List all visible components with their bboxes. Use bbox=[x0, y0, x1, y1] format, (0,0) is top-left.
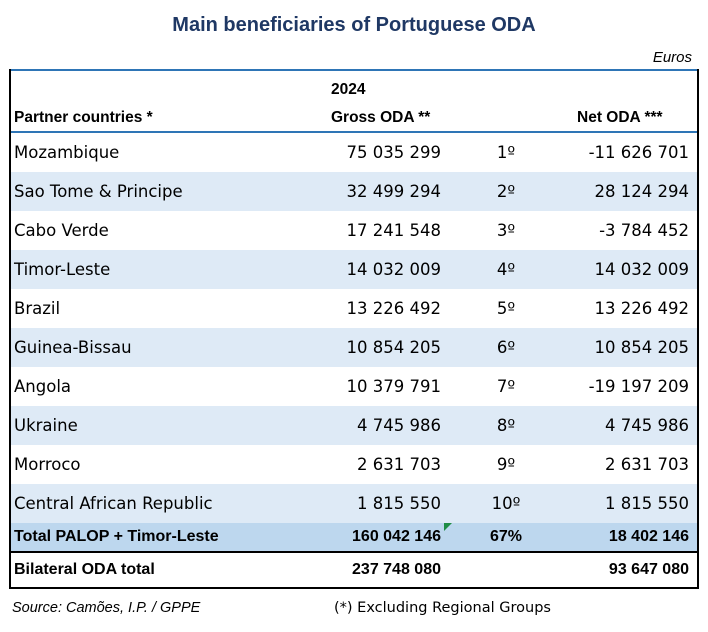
cell-gross: 32 499 294 bbox=[346, 182, 441, 201]
table-row: Cabo Verde 17 241 548 3º -3 784 452 bbox=[11, 211, 697, 250]
header-gross: Gross ODA ** bbox=[331, 109, 431, 126]
cell-net: -19 197 209 bbox=[588, 377, 689, 396]
cell-net: 2 631 703 bbox=[605, 455, 689, 474]
cell-comment-marker bbox=[444, 523, 452, 531]
cell-gross: 75 035 299 bbox=[346, 143, 441, 162]
table-header: 2024 Partner countries * Gross ODA ** Ne… bbox=[11, 69, 697, 133]
cell-net: -11 626 701 bbox=[588, 143, 689, 162]
cell-country: Cabo Verde bbox=[14, 221, 109, 240]
cell-gross: 2 631 703 bbox=[357, 455, 441, 474]
total-palop-label: Total PALOP + Timor-Leste bbox=[14, 528, 219, 545]
header-year: 2024 bbox=[331, 81, 366, 98]
footnote: (*) Excluding Regional Groups bbox=[334, 600, 551, 616]
cell-gross: 10 854 205 bbox=[346, 338, 441, 357]
total-palop-net: 18 402 146 bbox=[608, 528, 689, 545]
table-row: Morroco 2 631 703 9º 2 631 703 bbox=[11, 445, 697, 484]
cell-gross: 13 226 492 bbox=[346, 299, 441, 318]
cell-country: Sao Tome & Principe bbox=[14, 182, 183, 201]
cell-rank: 10º bbox=[491, 494, 521, 513]
table-row: Mozambique 75 035 299 1º -11 626 701 bbox=[11, 133, 697, 172]
cell-country: Ukraine bbox=[14, 416, 78, 435]
cell-net: 10 854 205 bbox=[594, 338, 689, 357]
table-row: Ukraine 4 745 986 8º 4 745 986 bbox=[11, 406, 697, 445]
bilateral-net: 93 647 080 bbox=[608, 561, 689, 578]
cell-net: 1 815 550 bbox=[605, 494, 689, 513]
cell-country: Guinea-Bissau bbox=[14, 338, 132, 357]
total-palop-share: 67% bbox=[489, 528, 523, 545]
total-palop-row: Total PALOP + Timor-Leste 160 042 146 67… bbox=[11, 523, 697, 553]
table-row: Guinea-Bissau 10 854 205 6º 10 854 205 bbox=[11, 328, 697, 367]
table-row: Brazil 13 226 492 5º 13 226 492 bbox=[11, 289, 697, 328]
cell-rank: 8º bbox=[496, 416, 516, 435]
cell-net: 13 226 492 bbox=[594, 299, 689, 318]
cell-rank: 3º bbox=[496, 221, 516, 240]
cell-rank: 2º bbox=[496, 182, 516, 201]
cell-country: Morroco bbox=[14, 455, 81, 474]
total-palop-gross: 160 042 146 bbox=[352, 528, 441, 545]
table-row: Timor-Leste 14 032 009 4º 14 032 009 bbox=[11, 250, 697, 289]
cell-rank: 7º bbox=[496, 377, 516, 396]
cell-gross: 4 745 986 bbox=[357, 416, 441, 435]
units-label: Euros bbox=[652, 49, 692, 66]
header-net: Net ODA *** bbox=[577, 109, 663, 126]
cell-country: Central African Republic bbox=[14, 494, 213, 513]
cell-net: 4 745 986 bbox=[605, 416, 689, 435]
cell-country: Brazil bbox=[14, 299, 61, 318]
source-note: Source: Camões, I.P. / GPPE bbox=[12, 600, 201, 616]
cell-gross: 10 379 791 bbox=[346, 377, 441, 396]
cell-country: Angola bbox=[14, 377, 72, 396]
cell-gross: 1 815 550 bbox=[357, 494, 441, 513]
cell-rank: 4º bbox=[496, 260, 516, 279]
bilateral-total-row: Bilateral ODA total 237 748 080 93 647 0… bbox=[11, 553, 697, 589]
oda-table: 2024 Partner countries * Gross ODA ** Ne… bbox=[9, 69, 699, 589]
cell-net: -3 784 452 bbox=[599, 221, 689, 240]
cell-rank: 6º bbox=[496, 338, 516, 357]
bilateral-gross: 237 748 080 bbox=[352, 561, 441, 578]
cell-rank: 9º bbox=[496, 455, 516, 474]
cell-country: Mozambique bbox=[14, 143, 120, 162]
cell-country: Timor-Leste bbox=[14, 260, 111, 279]
table-row: Angola 10 379 791 7º -19 197 209 bbox=[11, 367, 697, 406]
cell-rank: 1º bbox=[496, 143, 516, 162]
cell-net: 28 124 294 bbox=[594, 182, 689, 201]
table-row: Central African Republic 1 815 550 10º 1 81… bbox=[11, 484, 697, 523]
cell-net: 14 032 009 bbox=[594, 260, 689, 279]
header-country: Partner countries * bbox=[14, 109, 153, 126]
cell-gross: 17 241 548 bbox=[346, 221, 441, 240]
bilateral-label: Bilateral ODA total bbox=[14, 561, 155, 578]
table-title: Main beneficiaries of Portuguese ODA bbox=[172, 14, 536, 36]
cell-rank: 5º bbox=[496, 299, 516, 318]
cell-gross: 14 032 009 bbox=[346, 260, 441, 279]
table-row: Sao Tome & Principe 32 499 294 2º 28 124 29… bbox=[11, 172, 697, 211]
